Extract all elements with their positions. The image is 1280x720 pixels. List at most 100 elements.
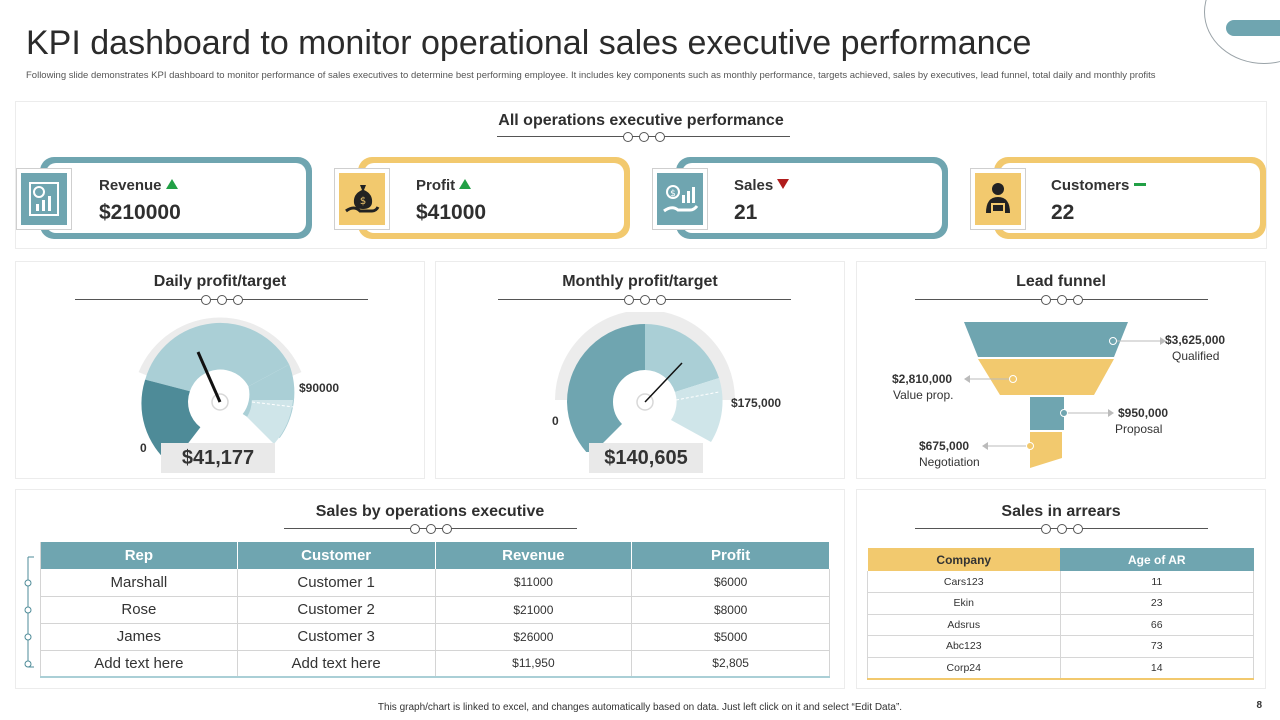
- table-row: Add text here Add text here $11,950 $2,8…: [40, 650, 830, 678]
- funnel-label-value-prop: Value prop.: [893, 388, 954, 402]
- monthly-gauge-band-1: [567, 324, 645, 402]
- table-row: James Customer 3 $26000 $5000: [40, 623, 830, 651]
- kpi-icon-box-revenue: [16, 168, 72, 230]
- svg-text:$: $: [670, 189, 676, 199]
- col-header-revenue: Revenue: [435, 542, 633, 569]
- cell-age: 14: [1059, 657, 1255, 679]
- cell-customer[interactable]: Add text here: [237, 650, 436, 678]
- funnel-stage-proposal: [1030, 397, 1064, 430]
- kpi-card-profit[interactable]: [358, 157, 630, 239]
- cell-company: Corp24: [867, 657, 1061, 679]
- cell-customer: Customer 2: [237, 596, 436, 624]
- monthly-gauge-band-3: [645, 324, 719, 392]
- monthly-gauge-max-label: $175,000: [731, 396, 782, 410]
- table-header-row: Rep Customer Revenue Profit: [40, 542, 830, 569]
- daily-gauge-outer-track: [138, 317, 302, 376]
- table-row: Abc123 73: [867, 635, 1255, 658]
- arrears-table: Company Age of AR Cars123 11 Ekin 23 Adsru…: [867, 548, 1255, 680]
- funnel-label-negotiation: Negotiation: [919, 455, 980, 469]
- trend-flat-icon: [1134, 183, 1147, 186]
- svg-text:$: $: [360, 196, 366, 207]
- kpi-label-customers: Customers: [1051, 177, 1147, 194]
- cell-rep: Rose: [40, 596, 238, 624]
- col-header-customer: Customer: [237, 542, 436, 569]
- daily-gauge: [138, 317, 302, 455]
- monthly-gauge-value: $140,605: [589, 443, 703, 473]
- funnel-stage-value-prop: [978, 359, 1114, 395]
- row-connector: [24, 556, 34, 668]
- daily-gauge-title: Daily profit/target: [153, 273, 287, 290]
- table-row: Corp24 14: [867, 657, 1255, 679]
- kpi-icon-box-customers: [970, 168, 1026, 230]
- daily-gauge-start-band: [141, 379, 201, 455]
- sales-exec-table: Rep Customer Revenue Profit Marshall Cus…: [40, 542, 830, 678]
- col-header-profit: Profit: [631, 542, 830, 569]
- cell-revenue: $11000: [435, 569, 633, 597]
- monthly-gauge-outer-track: [555, 312, 735, 400]
- monthly-gauge-hub: [636, 393, 654, 411]
- revenue-chart-icon: [29, 182, 59, 216]
- funnel-value-negotiation: $675,000: [919, 439, 970, 453]
- corner-decoration-pill: [1226, 20, 1280, 36]
- daily-gauge-panel: Daily profit/target: [15, 261, 425, 479]
- funnel-value-value-prop: $2,810,000: [892, 372, 953, 386]
- kpi-icon-box-profit: $: [334, 168, 390, 230]
- cell-profit: $8000: [631, 596, 830, 624]
- kpi-label-profit: Profit: [416, 177, 472, 194]
- title-divider: [497, 132, 790, 142]
- cell-profit: $5000: [631, 623, 830, 651]
- daily-gauge-needle: [196, 351, 222, 403]
- funnel-label-proposal: Proposal: [1115, 422, 1163, 436]
- daily-gauge-min-label: 0: [140, 441, 147, 455]
- cell-age: 66: [1059, 614, 1255, 636]
- sales-hand-icon: $: [663, 185, 699, 213]
- kpi-value-revenue: $210000: [99, 201, 181, 224]
- kpi-icon-box-sales: $: [652, 168, 708, 230]
- kpi-card-revenue[interactable]: [40, 157, 312, 239]
- cell-revenue: $11,950: [435, 650, 633, 678]
- trend-down-icon: [777, 179, 790, 189]
- funnel-stage-negotiation: [1030, 432, 1062, 468]
- table-row: Cars123 11: [867, 571, 1255, 593]
- funnel-value-qualified: $3,625,000: [1165, 333, 1226, 347]
- funnel-value-proposal: $950,000: [1118, 406, 1169, 420]
- col-header-rep: Rep: [40, 542, 238, 569]
- kpi-card-customers[interactable]: [994, 157, 1266, 239]
- cell-customer: Customer 3: [237, 623, 436, 651]
- cell-rep[interactable]: Add text here: [40, 650, 238, 678]
- sales-exec-title: Sales by operations executive: [315, 503, 545, 520]
- table-row: Rose Customer 2 $21000 $8000: [40, 596, 830, 624]
- trend-up-icon: [165, 179, 178, 189]
- overview-title: All operations executive performance: [498, 112, 784, 129]
- col-header-age-of-ar: Age of AR: [1060, 548, 1254, 571]
- monthly-gauge: [555, 312, 735, 452]
- kpi-label-revenue: Revenue: [99, 177, 178, 194]
- daily-gauge-main-band: [145, 322, 290, 392]
- monthly-gauge-title: Monthly profit/target: [562, 273, 718, 290]
- title-divider: [284, 524, 577, 534]
- title-divider: [915, 295, 1208, 305]
- footer-note: This graph/chart is linked to excel, and…: [377, 702, 903, 713]
- kpi-value-sales: 21: [734, 201, 758, 224]
- table-row: Marshall Customer 1 $11000 $6000: [40, 569, 830, 597]
- trend-up-icon: [459, 179, 472, 189]
- arrears-title: Sales in arrears: [1001, 503, 1121, 520]
- lead-funnel-chart: [964, 322, 1166, 468]
- title-divider: [498, 295, 791, 305]
- daily-gauge-hub: [211, 393, 229, 411]
- kpi-value-customers: 22: [1051, 201, 1075, 224]
- kpi-label-sales: Sales: [734, 177, 790, 194]
- table-header-row: Company Age of AR: [867, 548, 1254, 571]
- cell-profit: $2,805: [631, 650, 830, 678]
- kpi-card-sales[interactable]: [676, 157, 948, 239]
- monthly-gauge-min-label: 0: [552, 414, 559, 428]
- customer-person-icon: [986, 183, 1010, 213]
- monthly-gauge-needle: [644, 362, 683, 403]
- cell-company: Ekin: [867, 592, 1061, 615]
- cell-rep: James: [40, 623, 238, 651]
- cell-company: Abc123: [867, 635, 1061, 658]
- daily-gauge-value: $41,177: [161, 443, 275, 473]
- col-header-company: Company: [867, 548, 1061, 571]
- page-number: 8: [1256, 700, 1262, 711]
- monthly-gauge-band-2: [567, 402, 622, 452]
